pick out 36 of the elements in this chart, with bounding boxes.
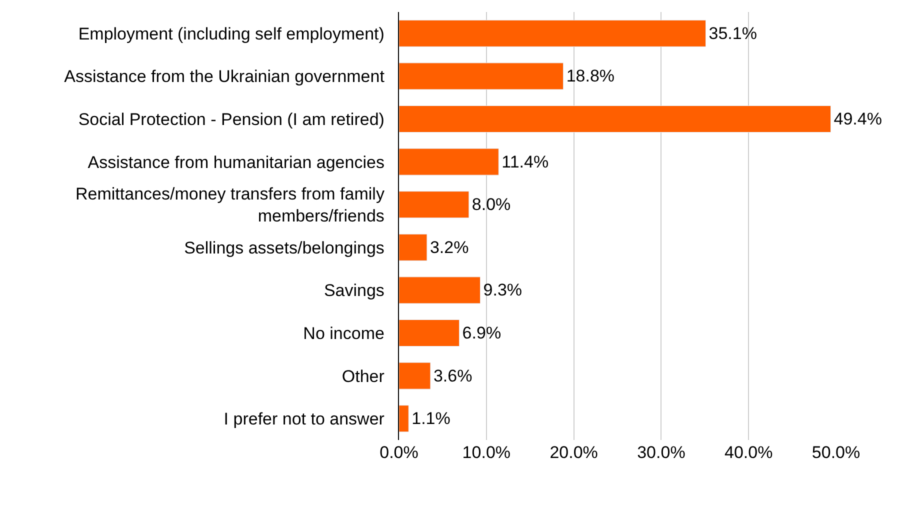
y-tick-label: Assistance from the Ukrainian government	[64, 67, 385, 86]
x-tick-label: 20.0%	[550, 443, 598, 462]
bar	[399, 234, 428, 261]
data-label: 49.4%	[834, 110, 882, 128]
y-tick-label: Employment (including self employment)	[78, 24, 384, 44]
y-tick-label: Remittances/money transfers from family members/friends	[76, 184, 385, 226]
data-label: 9.3%	[483, 280, 522, 300]
x-tick-label: 0.0%	[380, 443, 418, 462]
bar	[399, 276, 481, 304]
bar	[399, 62, 564, 90]
data-label: 8.0%	[472, 195, 511, 214]
y-tick-label: No income	[303, 324, 384, 343]
y-tick-label: Other	[342, 366, 385, 386]
data-label: 1.1%	[412, 409, 450, 428]
data-label: 11.4%	[502, 152, 549, 172]
y-tick-label: I prefer not to answer	[224, 410, 385, 429]
x-tick-label: 50.0%	[812, 443, 860, 462]
bar	[399, 105, 832, 133]
bar	[399, 319, 460, 347]
bar	[399, 405, 409, 432]
data-label: 6.9%	[462, 324, 502, 342]
data-label: 18.8%	[566, 66, 615, 86]
data-label: 3.6%	[433, 366, 472, 386]
bar	[399, 148, 499, 176]
bar	[399, 20, 706, 47]
y-tick-label: Social Protection - Pension (I am retired)	[78, 110, 384, 129]
bar	[399, 191, 470, 218]
x-tick-label: 10.0%	[462, 443, 510, 462]
data-label: 35.1%	[708, 24, 757, 43]
bar	[399, 362, 431, 390]
x-tick-label: 30.0%	[637, 443, 686, 462]
y-tick-label: Savings	[324, 281, 384, 300]
x-tick-label: 40.0%	[724, 443, 773, 462]
data-label: 3.2%	[430, 238, 469, 257]
y-tick-label: Sellings assets/belongings	[184, 238, 384, 258]
y-tick-label: Assistance from humanitarian agencies	[88, 152, 384, 172]
